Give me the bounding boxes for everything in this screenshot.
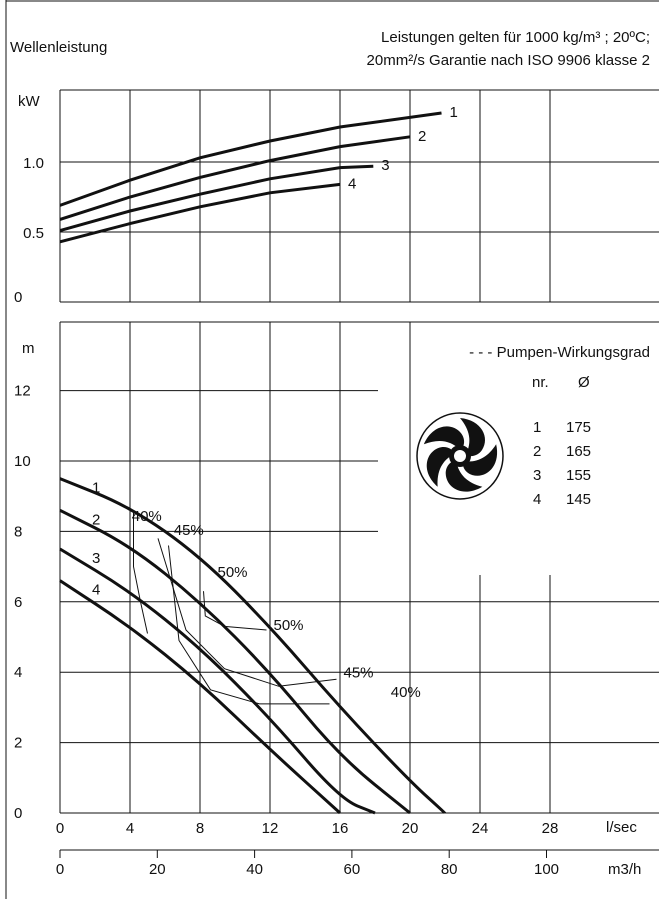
x-tick-0: 0 bbox=[56, 820, 64, 837]
m3h-tick-20: 20 bbox=[149, 861, 166, 878]
efficiency-line-50% bbox=[203, 591, 267, 631]
top-power-curves: 1 2 3 4 bbox=[59, 104, 458, 244]
head-curve-label-3: 3 bbox=[92, 550, 100, 567]
efficiency-label-40%: 40% bbox=[132, 508, 162, 525]
m3h-tick-80: 80 bbox=[441, 861, 458, 878]
head-curve-3 bbox=[59, 547, 376, 815]
legend-row-diameter: 145 bbox=[566, 491, 591, 508]
legend-col-nr: nr. bbox=[532, 374, 549, 391]
bottom-y-tick-12: 12 bbox=[14, 383, 31, 400]
bottom-y-tick-6: 6 bbox=[14, 594, 22, 611]
efficiency-label-45%: 45% bbox=[344, 664, 374, 681]
top-panel-grid bbox=[60, 90, 659, 302]
head-curve-label-4: 4 bbox=[92, 582, 100, 599]
legend-row-diameter: 155 bbox=[566, 467, 591, 484]
efficiency-label-50%: 50% bbox=[274, 617, 304, 634]
x-tick-16: 16 bbox=[332, 820, 349, 837]
legend-row-diameter: 175 bbox=[566, 419, 591, 436]
efficiency-label-45%: 45% bbox=[174, 522, 204, 539]
bottom-y-ticks: 0 2 4 6 8 10 12 bbox=[14, 383, 31, 822]
top-y-tick-0.5: 0.5 bbox=[23, 225, 44, 242]
efficiency-line-45% bbox=[157, 538, 337, 687]
x-axis-unit-lsec: l/sec bbox=[606, 819, 637, 836]
efficiency-legend-label: - - - Pumpen-Wirkungsgrad bbox=[469, 344, 650, 361]
x-tick-8: 8 bbox=[196, 820, 204, 837]
head-curves: 1 2 3 4 bbox=[59, 477, 447, 815]
legend-rows: 1 175 2 165 3 155 4 145 bbox=[533, 419, 591, 508]
power-curve-label-2: 2 bbox=[418, 128, 426, 145]
bottom-y-tick-10: 10 bbox=[14, 453, 31, 470]
x-tick-20: 20 bbox=[402, 820, 419, 837]
bottom-y-tick-2: 2 bbox=[14, 735, 22, 752]
shaft-power-title: Wellenleistung bbox=[10, 39, 107, 56]
x-axis-unit-m3h: m3/h bbox=[608, 861, 641, 878]
header-note-line2: 20mm²/s Garantie nach ISO 9906 klasse 2 bbox=[367, 52, 650, 69]
efficiency-label-50%: 50% bbox=[218, 564, 248, 581]
x-tick-28: 28 bbox=[542, 820, 559, 837]
top-y-axis-label: kW bbox=[18, 93, 41, 110]
efficiency-lines: 40% 45% 50% 50% 45% 40% bbox=[132, 508, 421, 705]
top-y-tick-1.0: 1.0 bbox=[23, 155, 44, 172]
head-curve-label-1: 1 bbox=[92, 480, 100, 497]
legend-row-nr: 3 bbox=[533, 467, 541, 484]
m3h-tick-60: 60 bbox=[344, 861, 361, 878]
power-curve-1 bbox=[59, 111, 442, 207]
header-note-line1: Leistungen gelten für 1000 kg/m³ ; 20ºC; bbox=[381, 29, 650, 46]
bottom-y-tick-0: 0 bbox=[14, 805, 22, 822]
efficiency-label-40%: 40% bbox=[391, 684, 421, 701]
power-curve-label-1: 1 bbox=[450, 104, 458, 121]
m3h-ticks: 0 20 40 60 80 100 bbox=[56, 850, 559, 878]
x-tick-24: 24 bbox=[472, 820, 489, 837]
legend-row-diameter: 165 bbox=[566, 443, 591, 460]
bottom-x-ticks: 0 4 8 12 16 20 24 28 bbox=[56, 820, 559, 837]
head-curve-2 bbox=[59, 508, 411, 815]
legend-row-nr: 2 bbox=[533, 443, 541, 460]
bottom-y-tick-4: 4 bbox=[14, 664, 22, 681]
head-curve-1 bbox=[59, 477, 447, 815]
head-curve-4 bbox=[59, 579, 342, 815]
m3h-tick-0: 0 bbox=[56, 861, 64, 878]
legend-row-nr: 1 bbox=[533, 419, 541, 436]
m3h-tick-40: 40 bbox=[246, 861, 263, 878]
power-curve-2 bbox=[59, 135, 411, 221]
x-tick-4: 4 bbox=[126, 820, 134, 837]
power-curve-4 bbox=[59, 182, 341, 244]
bottom-panel-grid bbox=[60, 322, 659, 813]
power-curve-label-3: 3 bbox=[381, 157, 389, 174]
power-curve-3 bbox=[59, 164, 374, 233]
top-y-tick-0: 0 bbox=[14, 289, 22, 306]
efficiency-line-40% bbox=[168, 545, 330, 705]
power-curve-label-4: 4 bbox=[348, 175, 356, 192]
legend-col-diameter: Ø bbox=[578, 374, 590, 391]
bottom-y-tick-8: 8 bbox=[14, 523, 22, 540]
m3h-tick-100: 100 bbox=[534, 861, 559, 878]
legend-row-nr: 4 bbox=[533, 491, 541, 508]
bottom-y-axis-label: m bbox=[22, 340, 35, 357]
impeller-icon bbox=[416, 412, 504, 500]
efficiency-line-40% bbox=[133, 510, 148, 634]
x-tick-12: 12 bbox=[262, 820, 279, 837]
head-curve-label-2: 2 bbox=[92, 511, 100, 528]
